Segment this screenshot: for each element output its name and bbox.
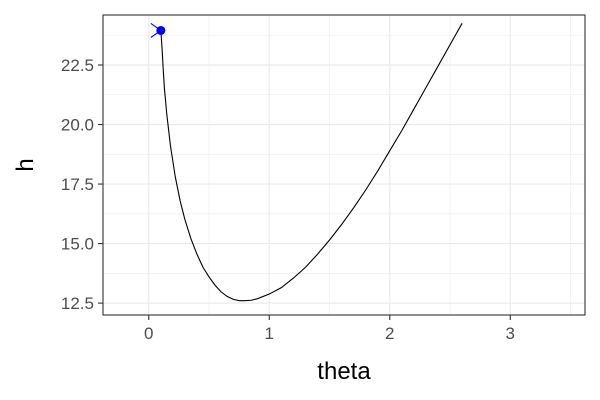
x-tick-label: 3 xyxy=(506,324,515,343)
x-tick-label: 0 xyxy=(144,324,153,343)
marker-layer xyxy=(150,23,166,38)
x-axis-title: theta xyxy=(317,358,371,385)
y-tick-label: 17.5 xyxy=(61,175,94,194)
y-axis-title: h xyxy=(12,158,39,171)
y-tick-label: 15.0 xyxy=(61,235,94,254)
grid-major xyxy=(103,15,585,315)
y-tick-label: 20.0 xyxy=(61,116,94,135)
series-line xyxy=(160,23,463,302)
y-tick-label: 12.5 xyxy=(61,294,94,313)
panel-border xyxy=(102,14,586,316)
x-tick-label: 2 xyxy=(385,324,394,343)
series-layer xyxy=(160,23,463,302)
panel-background xyxy=(103,15,585,315)
axis-ticks xyxy=(98,64,511,320)
x-tick-label: 1 xyxy=(265,324,274,343)
axis-tick-labels: 0 1 2 3 12.5 15.0 17.5 20.0 22.5 xyxy=(61,56,515,343)
start-point xyxy=(156,25,166,35)
y-tick-label: 22.5 xyxy=(61,56,94,75)
